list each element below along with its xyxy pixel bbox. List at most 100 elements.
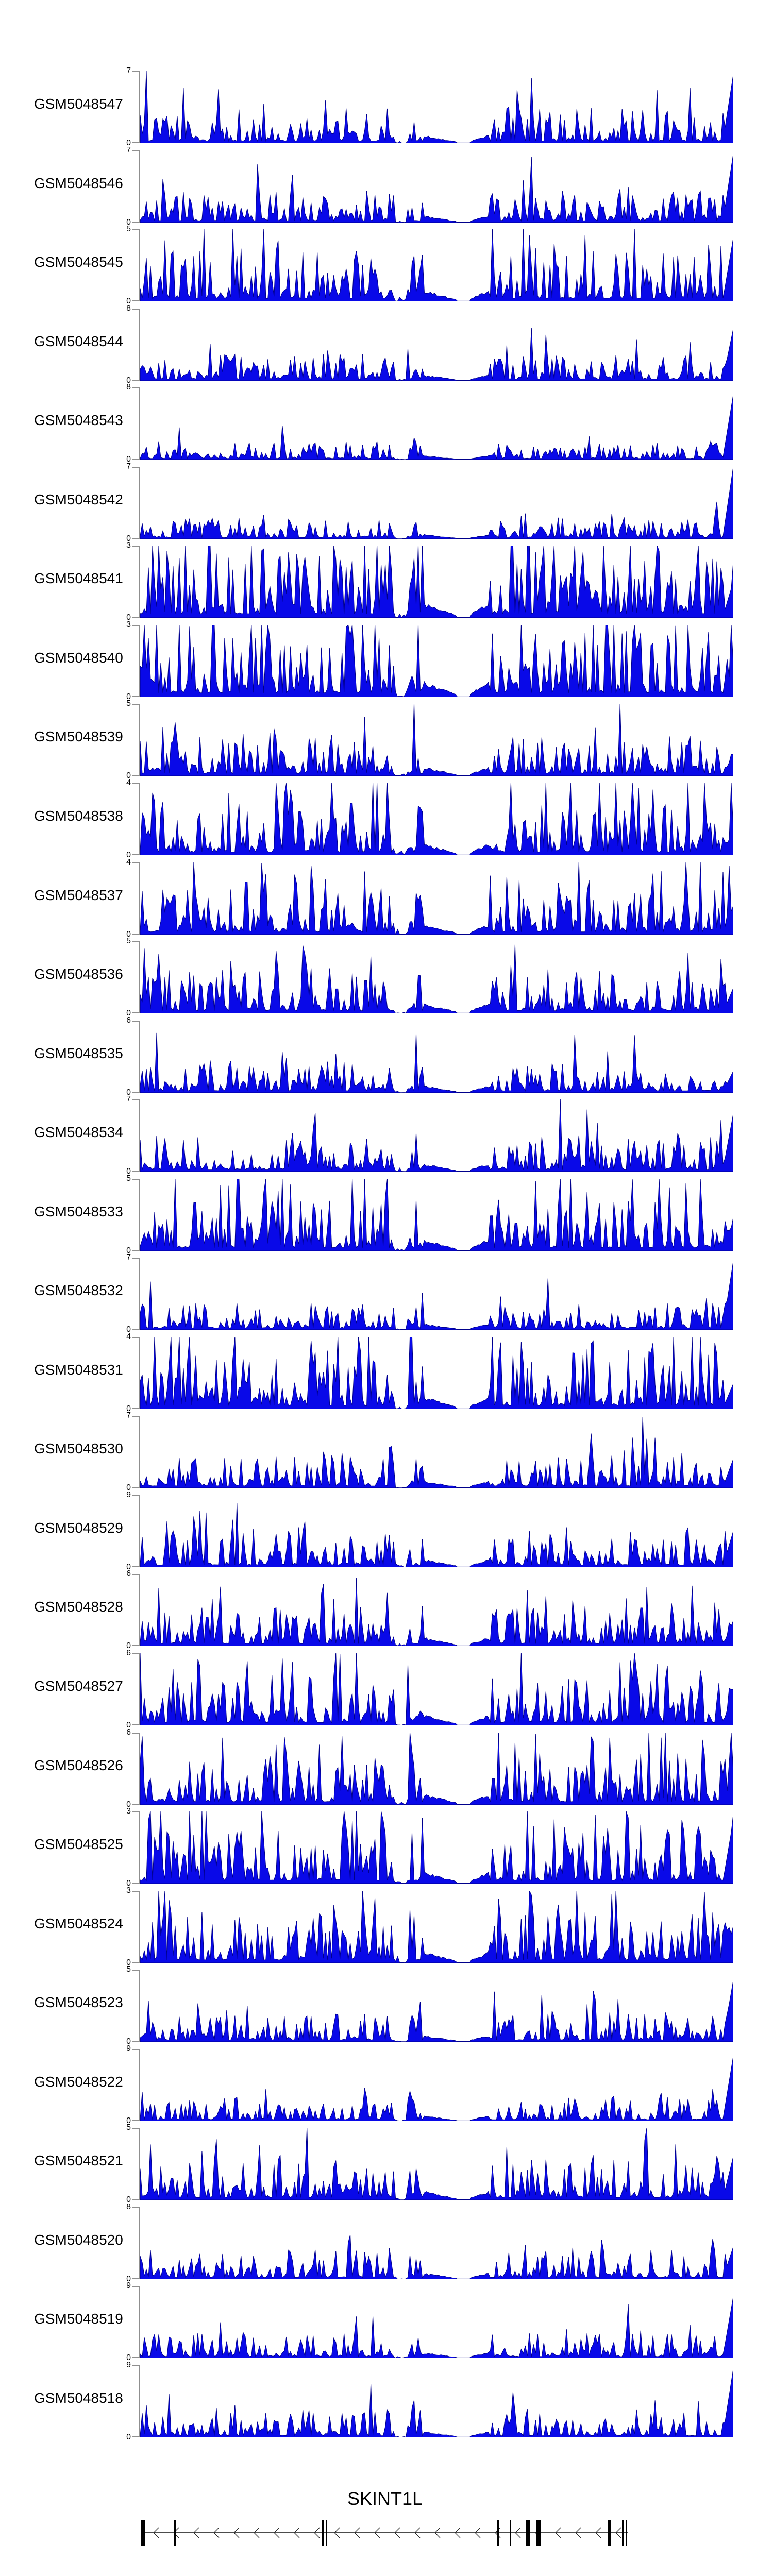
- y-axis-zero-tick: [132, 2278, 140, 2279]
- exon-bar: [622, 2520, 624, 2546]
- sample-track: GSM5048539 5 0: [0, 700, 773, 780]
- strand-direction-chevron: [455, 2527, 461, 2538]
- coverage-signal: [140, 783, 733, 855]
- sample-track: GSM5048530 7 0: [0, 1412, 773, 1492]
- strand-direction-chevron: [595, 2527, 601, 2538]
- y-axis-top-tick: [132, 941, 140, 942]
- strand-direction-chevron: [475, 2527, 481, 2538]
- axis-zero-label: 0: [126, 376, 131, 385]
- exon-bar: [526, 2520, 530, 2546]
- y-axis-zero-tick: [132, 1092, 140, 1093]
- y-axis-zero-tick: [132, 2199, 140, 2200]
- y-axis-zero-tick: [132, 1171, 140, 1172]
- axis-max-label: 3: [126, 1807, 131, 1816]
- y-axis-line: [139, 1574, 140, 1646]
- coverage-signal: [140, 154, 733, 223]
- coverage-signal: [140, 2056, 733, 2121]
- y-axis-line: [139, 704, 140, 776]
- y-axis-line: [139, 546, 140, 618]
- y-axis-top-tick: [132, 1179, 140, 1180]
- y-axis-line: [139, 1653, 140, 1725]
- sample-label: GSM5048538: [34, 808, 123, 824]
- sample-track: GSM5048540 3 0: [0, 621, 773, 701]
- y-axis-top-tick: [132, 1099, 140, 1100]
- axis-max-label: 3: [126, 541, 131, 550]
- coverage-signal: [140, 1811, 733, 1884]
- y-axis-top-tick: [132, 2207, 140, 2208]
- y-axis-top-tick: [132, 625, 140, 626]
- y-axis-line: [139, 1337, 140, 1409]
- sample-track: GSM5048545 5 0: [0, 225, 773, 306]
- y-axis-top-tick: [132, 1733, 140, 1734]
- coverage-signal: [140, 1261, 733, 1330]
- y-axis-top-tick: [132, 1021, 140, 1022]
- y-axis-line: [139, 387, 140, 460]
- axis-zero-label: 0: [126, 771, 131, 780]
- exon-bar: [536, 2520, 541, 2546]
- axis-zero-label: 0: [126, 1563, 131, 1571]
- y-axis-line: [139, 1179, 140, 1251]
- y-axis-line: [139, 229, 140, 301]
- y-axis-top-tick: [132, 1970, 140, 1971]
- y-axis-top-tick: [132, 1811, 140, 1812]
- y-axis-top-tick: [132, 1891, 140, 1892]
- sample-label: GSM5048533: [34, 1204, 123, 1219]
- y-axis-zero-tick: [132, 1250, 140, 1251]
- axis-max-label: 5: [126, 699, 131, 708]
- y-axis-top-tick: [132, 2365, 140, 2366]
- y-axis-zero-tick: [132, 1012, 140, 1013]
- axis-zero-label: 0: [126, 1879, 131, 1888]
- y-axis-zero-tick: [132, 854, 140, 855]
- axis-max-label: 8: [126, 2202, 131, 2211]
- sample-label: GSM5048531: [34, 1362, 123, 1378]
- axis-zero-label: 0: [126, 534, 131, 543]
- y-axis-line: [139, 1495, 140, 1567]
- coverage-signal: [140, 1891, 733, 1963]
- coverage-signal: [140, 704, 733, 776]
- axis-zero-label: 0: [126, 139, 131, 147]
- axis-max-label: 3: [126, 620, 131, 629]
- y-axis-zero-tick: [132, 222, 140, 223]
- sample-track: GSM5048520 8 0: [0, 2203, 773, 2283]
- y-axis-top-tick: [132, 1337, 140, 1338]
- sample-track: GSM5048519 9 0: [0, 2282, 773, 2362]
- y-axis-zero-tick: [132, 1724, 140, 1725]
- sample-label: GSM5048527: [34, 1678, 123, 1694]
- coverage-signal: [140, 625, 733, 697]
- strand-direction-chevron: [213, 2527, 220, 2538]
- y-axis-top-tick: [132, 546, 140, 547]
- y-axis-top-tick: [132, 71, 140, 72]
- sample-track: GSM5048526 6 0: [0, 1728, 773, 1809]
- sample-track: GSM5048535 6 0: [0, 1016, 773, 1097]
- y-axis-line: [139, 1099, 140, 1172]
- axis-zero-label: 0: [126, 1088, 131, 1097]
- strand-direction-chevron: [615, 2527, 621, 2538]
- exon-bar: [326, 2520, 327, 2546]
- strand-direction-chevron: [274, 2527, 280, 2538]
- axis-zero-label: 0: [126, 613, 131, 622]
- axis-zero-label: 0: [126, 218, 131, 227]
- y-axis-top-tick: [132, 309, 140, 310]
- sample-track: GSM5048529 9 0: [0, 1491, 773, 1571]
- axis-zero-label: 0: [126, 930, 131, 939]
- axis-zero-label: 0: [126, 1800, 131, 1809]
- y-axis-zero-tick: [132, 2357, 140, 2358]
- sample-label: GSM5048546: [34, 175, 123, 191]
- coverage-signal: [140, 1653, 733, 1725]
- y-axis-line: [139, 71, 140, 143]
- strand-direction-chevron: [374, 2527, 380, 2538]
- exon-bar: [141, 2520, 145, 2546]
- coverage-signal: [140, 2128, 733, 2200]
- sample-track: GSM5048532 7 0: [0, 1253, 773, 1334]
- y-axis-line: [139, 625, 140, 697]
- sample-label: GSM5048526: [34, 1757, 123, 1773]
- axis-max-label: 5: [126, 1174, 131, 1183]
- sample-label: GSM5048523: [34, 1994, 123, 2010]
- coverage-signal: [140, 1980, 733, 2042]
- axis-zero-label: 0: [126, 1721, 131, 1730]
- axis-zero-label: 0: [126, 2116, 131, 2125]
- y-axis-zero-tick: [132, 300, 140, 301]
- axis-max-label: 7: [126, 146, 131, 155]
- coverage-signal: [140, 2234, 733, 2279]
- axis-max-label: 6: [126, 1569, 131, 1578]
